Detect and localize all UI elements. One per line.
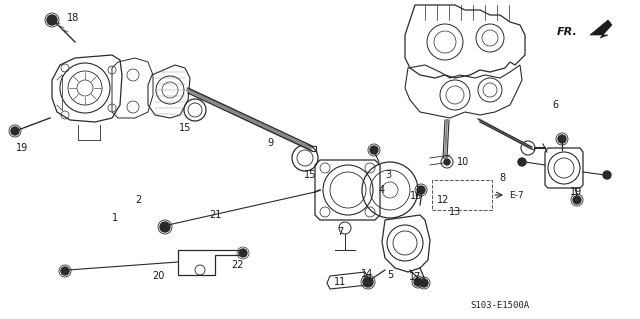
Circle shape [370, 146, 378, 154]
Text: 15: 15 [179, 123, 191, 133]
Text: S103-E1500A: S103-E1500A [470, 300, 529, 309]
Text: 2: 2 [135, 195, 141, 205]
Circle shape [47, 15, 57, 25]
Circle shape [444, 159, 450, 165]
Text: FR.: FR. [557, 27, 578, 37]
Circle shape [417, 186, 425, 194]
Circle shape [420, 279, 428, 287]
Text: 19: 19 [570, 187, 582, 197]
Circle shape [160, 222, 170, 232]
Text: 11: 11 [334, 277, 346, 287]
Polygon shape [590, 20, 612, 38]
Circle shape [573, 196, 581, 204]
Text: 12: 12 [437, 195, 449, 205]
Text: 14: 14 [361, 269, 373, 279]
Text: 13: 13 [449, 207, 461, 217]
Text: 5: 5 [387, 270, 393, 280]
Text: 21: 21 [209, 210, 221, 220]
Text: 15: 15 [304, 170, 316, 180]
Text: 20: 20 [152, 271, 164, 281]
Text: 17: 17 [409, 272, 421, 282]
Text: 9: 9 [267, 138, 273, 148]
Text: 8: 8 [499, 173, 505, 183]
Text: 22: 22 [232, 260, 244, 270]
Text: 3: 3 [385, 170, 391, 180]
Text: E-7: E-7 [509, 190, 524, 199]
Text: 18: 18 [67, 13, 79, 23]
Text: 4: 4 [379, 185, 385, 195]
Circle shape [414, 278, 422, 286]
Text: 10: 10 [457, 157, 469, 167]
Text: 7: 7 [337, 227, 343, 237]
Text: 6: 6 [552, 100, 558, 110]
Text: 16: 16 [410, 191, 422, 201]
Text: 1: 1 [112, 213, 118, 223]
Bar [432, 180, 492, 210]
Circle shape [61, 267, 69, 275]
Circle shape [603, 171, 611, 179]
Circle shape [239, 249, 247, 257]
Circle shape [11, 127, 19, 135]
Text: 19: 19 [16, 143, 28, 153]
Circle shape [558, 135, 566, 143]
Circle shape [363, 277, 373, 287]
Circle shape [518, 158, 526, 166]
